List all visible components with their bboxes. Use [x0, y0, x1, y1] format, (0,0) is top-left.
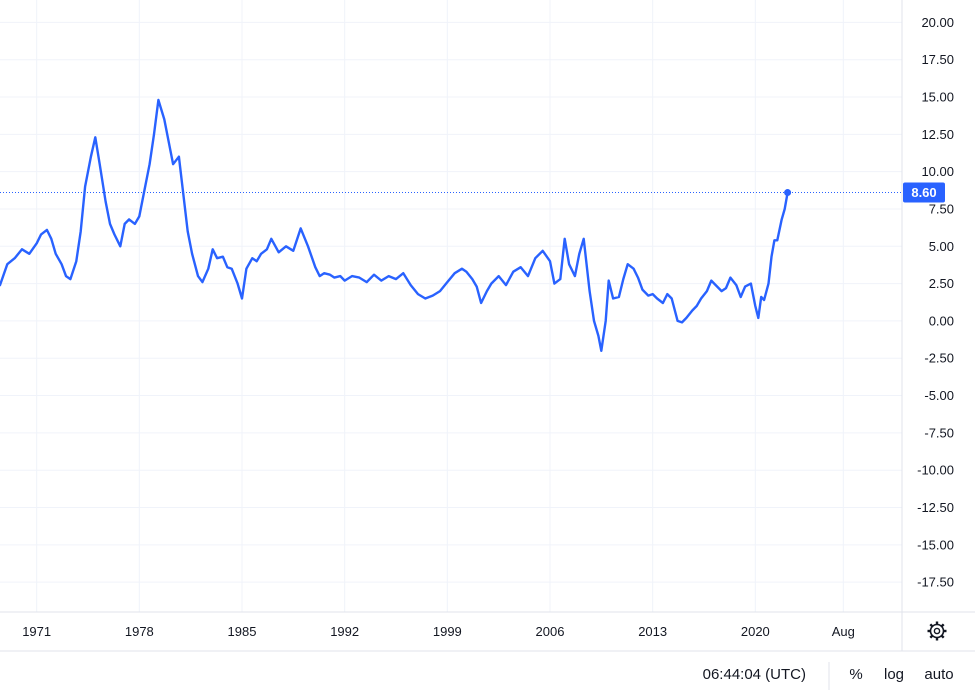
y-tick-label: 20.00: [921, 15, 954, 30]
x-tick-label: 2020: [741, 624, 770, 639]
y-tick-label: 0.00: [929, 313, 954, 328]
y-tick-label: -2.50: [924, 351, 954, 366]
percent-toggle-button[interactable]: %: [849, 666, 862, 683]
y-tick-label: 15.00: [921, 90, 954, 105]
y-tick-label: 12.50: [921, 127, 954, 142]
y-tick-label: 10.00: [921, 164, 954, 179]
time-axis[interactable]: 1971 1978 1985 1992 1999 2006 2013 2020 Aug: [22, 624, 855, 639]
log-toggle-button[interactable]: log: [884, 666, 904, 683]
y-tick-label: -5.00: [924, 388, 954, 403]
last-price-badge: 8.60: [903, 182, 945, 203]
x-tick-label: 1971: [22, 624, 51, 639]
y-tick-label: 2.50: [929, 276, 954, 291]
x-tick-label: 2013: [638, 624, 667, 639]
clock-label[interactable]: 06:44:04 (UTC): [703, 666, 806, 683]
y-tick-label: 7.50: [929, 201, 954, 216]
gear-icon[interactable]: [927, 621, 947, 641]
x-tick-label: 1992: [330, 624, 359, 639]
series-line: [0, 98, 789, 352]
y-tick-label: -15.00: [917, 537, 954, 552]
x-tick-label: 2006: [536, 624, 565, 639]
y-tick-label: -17.50: [917, 575, 954, 590]
x-tick-label: Aug: [832, 624, 855, 639]
last-point-marker: [784, 189, 792, 197]
grid: [0, 0, 902, 612]
x-tick-label: 1985: [228, 624, 257, 639]
y-tick-label: -7.50: [924, 425, 954, 440]
last-price-label: 8.60: [911, 185, 936, 200]
x-tick-label: 1999: [433, 624, 462, 639]
y-tick-label: -12.50: [917, 500, 954, 515]
y-tick-label: -10.00: [917, 463, 954, 478]
y-tick-label: 5.00: [929, 239, 954, 254]
y-tick-label: 17.50: [921, 52, 954, 67]
x-tick-label: 1978: [125, 624, 154, 639]
footer-bar: 06:44:04 (UTC) % log auto: [703, 662, 954, 690]
auto-toggle-button[interactable]: auto: [924, 666, 953, 683]
series-layer: [0, 98, 792, 352]
price-axis[interactable]: 20.00 17.50 15.00 12.50 10.00 7.50 5.00 2.50 0.0…: [917, 15, 954, 590]
